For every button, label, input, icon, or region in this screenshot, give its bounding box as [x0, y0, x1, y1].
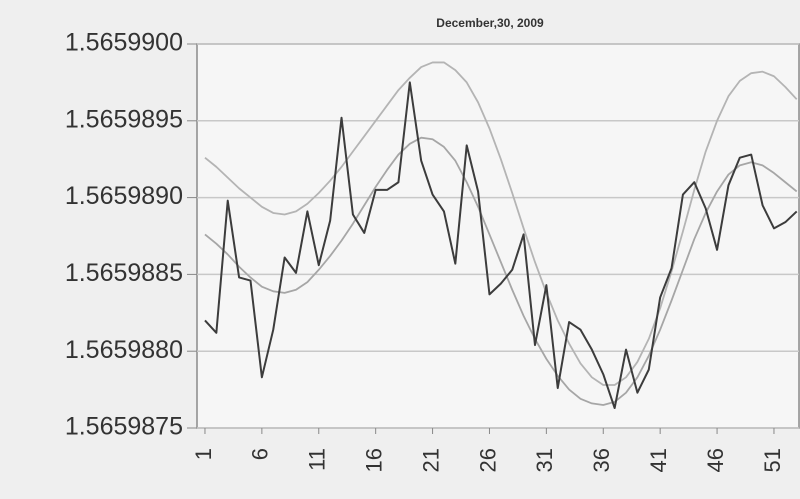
plot-area [196, 43, 800, 429]
x-tick-label: 41 [646, 448, 671, 472]
y-tick-label: 1.5659885 [65, 259, 183, 287]
x-tick-label: 46 [703, 448, 728, 472]
y-tick-label: 1.5659890 [65, 182, 183, 210]
x-tick-label: 31 [532, 448, 557, 472]
x-tick-label: 36 [589, 448, 614, 472]
y-tick-label: 1.5659895 [65, 105, 183, 133]
y-tick-label: 1.5659900 [65, 29, 183, 57]
x-tick-label: 26 [475, 448, 500, 472]
series-line [204, 61, 798, 386]
x-tick-label: 51 [760, 448, 785, 472]
y-tick-label: 1.5659875 [65, 413, 183, 441]
y-tick-label: 1.5659880 [65, 336, 183, 364]
x-tick-label: 6 [248, 448, 273, 460]
series-line [204, 136, 798, 406]
x-tick-label: 21 [418, 448, 443, 472]
series-line [204, 81, 798, 410]
x-tick-label: 1 [191, 448, 216, 460]
x-tick-label: 11 [305, 448, 330, 471]
chart-title: December,30, 2009 [436, 16, 544, 30]
x-tick-label: 16 [361, 448, 386, 472]
